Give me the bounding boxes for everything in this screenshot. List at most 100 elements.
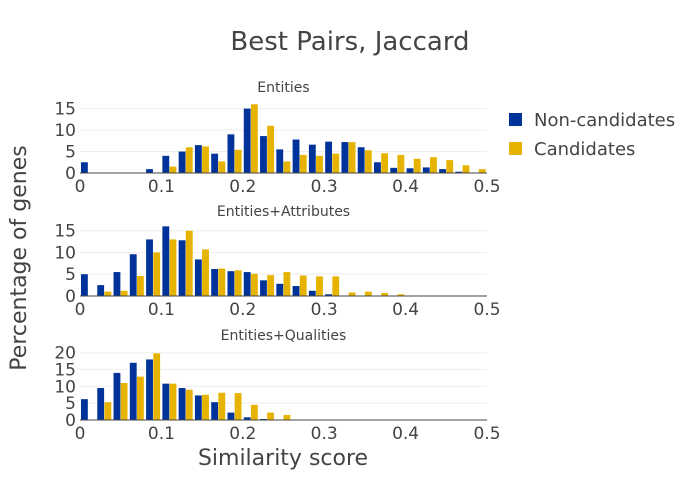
- bar-non-candidates: [129, 254, 137, 296]
- bar-non-candidates: [194, 395, 202, 420]
- bar-non-candidates: [276, 149, 284, 173]
- x-tick-label: 0.2: [229, 424, 256, 444]
- bar-candidates: [267, 125, 275, 173]
- bar-candidates: [250, 104, 258, 173]
- x-tick-label: 0: [75, 300, 86, 320]
- x-tick-label: 0.1: [148, 300, 175, 320]
- bar-candidates: [234, 149, 242, 173]
- bar-candidates: [169, 166, 177, 173]
- bar-non-candidates: [439, 169, 446, 173]
- bar-non-candidates: [113, 372, 121, 420]
- bar-non-candidates: [325, 294, 333, 296]
- bar-non-candidates: [162, 383, 170, 420]
- y-tick-label: 15: [54, 100, 76, 120]
- x-tick-label: 0: [75, 424, 86, 444]
- bar-non-candidates: [243, 108, 251, 173]
- bar-candidates: [299, 275, 307, 296]
- y-tick-label: 0: [65, 164, 76, 184]
- bar-non-candidates: [276, 283, 284, 296]
- legend-item-candidates[interactable]: Candidates: [509, 139, 635, 160]
- bar-candidates: [316, 155, 323, 173]
- bar-candidates: [185, 230, 193, 296]
- bar-candidates: [185, 389, 193, 420]
- bar-candidates: [283, 414, 291, 420]
- bar-candidates: [202, 146, 209, 173]
- bar-non-candidates: [97, 285, 105, 296]
- bar-non-candidates: [211, 153, 219, 173]
- y-axis-title: Percentage of genes: [7, 145, 32, 370]
- bar-candidates: [250, 273, 258, 296]
- bar-non-candidates: [260, 280, 267, 296]
- x-tick-label: 0.2: [229, 300, 256, 320]
- bar-non-candidates: [146, 239, 153, 296]
- bar-candidates: [397, 294, 405, 296]
- legend[interactable]: Non-candidates Candidates: [509, 110, 675, 160]
- bar-candidates: [153, 353, 161, 420]
- x-tick-label: 0.3: [311, 300, 338, 320]
- bar-non-candidates: [374, 162, 381, 173]
- bar-non-candidates: [194, 145, 202, 173]
- bar-candidates: [332, 153, 340, 173]
- y-tick-label: 15: [54, 222, 76, 242]
- bar-candidates: [153, 252, 161, 296]
- bar-candidates: [136, 275, 144, 296]
- bar-candidates: [185, 147, 193, 173]
- bar-candidates: [283, 272, 291, 296]
- x-tick-label: 0.1: [148, 424, 175, 444]
- bar-candidates: [104, 291, 112, 296]
- panel-subtitle: Entities+Attributes: [217, 204, 350, 220]
- legend-swatch: [509, 113, 522, 126]
- bar-non-candidates: [390, 167, 398, 173]
- bar-candidates: [348, 292, 356, 296]
- y-tick-label: 5: [65, 265, 76, 285]
- legend-item-non-candidates[interactable]: Non-candidates: [509, 110, 675, 131]
- y-tick-label: 0: [65, 411, 76, 431]
- x-tick-label: 0.4: [392, 424, 419, 444]
- bar-candidates: [430, 157, 437, 173]
- bar-non-candidates: [162, 155, 170, 173]
- bar-non-candidates: [357, 147, 365, 173]
- bar-non-candidates: [227, 271, 235, 296]
- bar-non-candidates: [97, 388, 105, 420]
- bar-non-candidates: [260, 418, 267, 420]
- bar-candidates: [267, 275, 275, 296]
- bar-candidates: [348, 142, 356, 173]
- bar-non-candidates: [80, 162, 88, 173]
- bar-candidates: [234, 270, 242, 296]
- bar-candidates: [381, 292, 389, 296]
- panel-subtitle: Entities+Qualities: [221, 328, 347, 344]
- bar-candidates: [104, 402, 112, 420]
- bar-candidates: [120, 383, 128, 420]
- bar-non-candidates: [80, 399, 88, 420]
- bar-candidates: [446, 160, 454, 173]
- bar-candidates: [218, 268, 226, 296]
- bar-non-candidates: [162, 226, 170, 296]
- bar-non-candidates: [325, 141, 333, 173]
- bar-candidates: [364, 150, 372, 173]
- bar-candidates: [478, 169, 486, 173]
- bar-non-candidates: [260, 136, 267, 173]
- bar-non-candidates: [129, 362, 137, 420]
- chart-title: Best Pairs, Jaccard: [230, 27, 469, 57]
- bar-non-candidates: [406, 168, 414, 173]
- y-tick-label: 10: [54, 377, 76, 397]
- legend-swatch: [509, 142, 522, 155]
- bar-candidates: [316, 276, 323, 296]
- x-tick-label: 0.5: [473, 300, 500, 320]
- bar-non-candidates: [341, 142, 349, 173]
- x-tick-label: 0.5: [473, 177, 500, 197]
- bar-non-candidates: [178, 151, 186, 173]
- bar-non-candidates: [243, 272, 251, 296]
- bar-non-candidates: [308, 144, 316, 173]
- y-tick-label: 10: [54, 121, 76, 141]
- bar-non-candidates: [211, 402, 219, 420]
- x-tick-label: 0.1: [148, 177, 175, 197]
- bar-non-candidates: [243, 417, 251, 420]
- bar-non-candidates: [227, 134, 235, 173]
- bar-candidates: [381, 153, 389, 173]
- bar-candidates: [218, 392, 226, 420]
